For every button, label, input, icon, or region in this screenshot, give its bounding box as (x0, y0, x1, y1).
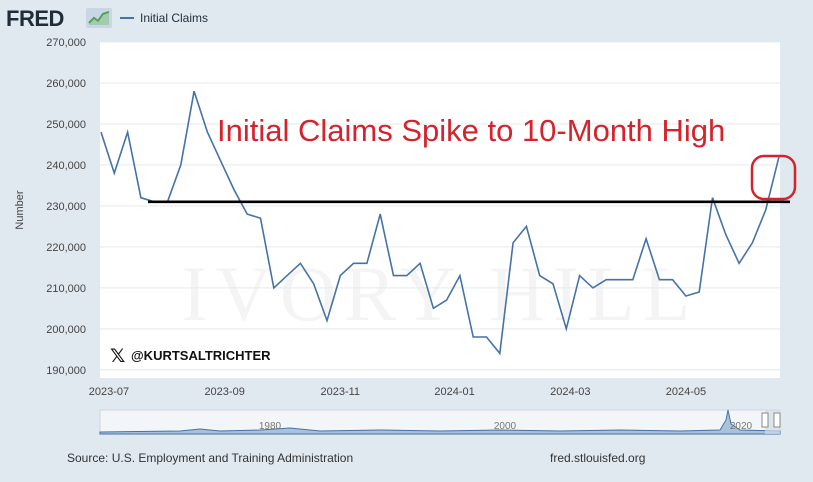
x-tick-label: 2024-01 (434, 386, 474, 398)
x-tick-label: 2023-09 (204, 386, 244, 398)
y-tick-label: 260,000 (46, 78, 86, 90)
plot-area (100, 42, 780, 378)
y-tick-label: 210,000 (46, 283, 86, 295)
y-axis-label: Number (14, 190, 26, 229)
y-tick-label: 240,000 (46, 160, 86, 172)
navigator-label-2000: 2000 (494, 421, 517, 432)
x-logo-icon: 𝕏 (110, 345, 125, 367)
source-text: Source: U.S. Employment and Training Adm… (67, 451, 354, 465)
y-tick-label: 220,000 (46, 242, 86, 254)
y-tick-label: 270,000 (46, 37, 86, 49)
navigator-series (99, 409, 781, 435)
navigator-label-2020: 2020 (730, 421, 753, 432)
fred-logo[interactable]: FRED (6, 6, 64, 31)
social-handle: @KURTSALTRICHTER (131, 348, 271, 363)
svg-text:𝕏: 𝕏 (110, 345, 125, 367)
x-tick-label: 2024-03 (550, 386, 590, 398)
y-tick-label: 190,000 (46, 365, 86, 377)
legend-label: Initial Claims (140, 11, 209, 25)
x-tick-label: 2023-11 (321, 386, 361, 398)
navigator-handle-right[interactable] (773, 412, 781, 428)
site-link[interactable]: fred.stlouisfed.org (550, 451, 646, 465)
range-navigator[interactable]: 1980 2000 2020 (99, 409, 781, 435)
line-chart-icon (86, 8, 112, 28)
y-tick-label: 250,000 (46, 119, 86, 131)
watermark-text: IVORY HILL (182, 250, 699, 337)
highlight-circle (750, 154, 797, 201)
legend-swatch (120, 17, 134, 19)
watermark: IVORY HILL (182, 250, 699, 337)
navigator-handle-left[interactable] (761, 412, 769, 428)
x-tick-label: 2023-07 (89, 386, 129, 398)
series-line-initial-claims (100, 90, 780, 356)
y-tick-label: 200,000 (46, 324, 86, 336)
y-tick-label: 230,000 (46, 201, 86, 213)
navigator-label-1980: 1980 (259, 421, 282, 432)
annotation-title: Initial Claims Spike to 10-Month High (217, 113, 725, 148)
x-tick-label: 2024-05 (666, 386, 706, 398)
chart-legend[interactable]: Initial Claims (120, 11, 208, 25)
